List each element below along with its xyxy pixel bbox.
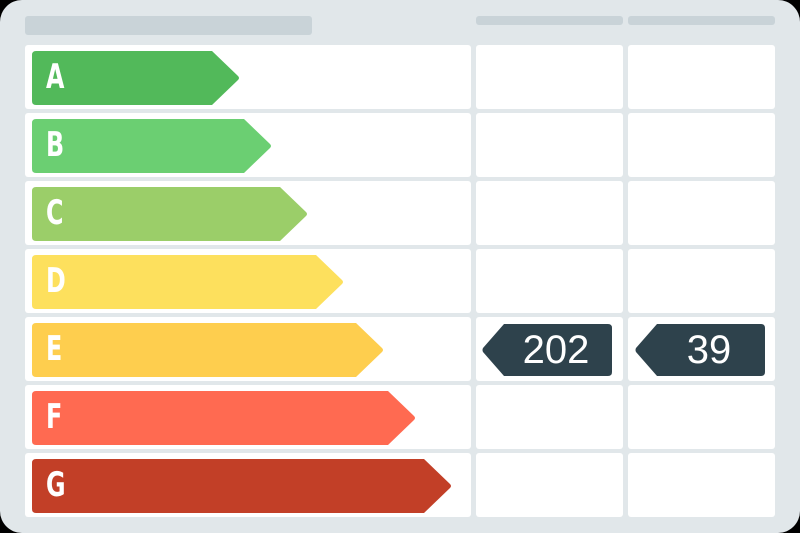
rating-arrow-c: C	[32, 187, 308, 241]
emissions-tag: 39	[635, 324, 765, 376]
emissions-tag-value: 39	[686, 328, 732, 372]
rating-row-cell	[476, 181, 623, 245]
rating-row-cell	[476, 249, 623, 313]
rating-arrow-d: D	[32, 255, 344, 309]
rating-row-cell	[628, 249, 775, 313]
rating-letter: A	[46, 57, 65, 97]
rating-row-cell	[628, 385, 775, 449]
rating-letter: E	[46, 329, 63, 369]
consumption-tag-value: 202	[522, 328, 590, 372]
rating-letter: F	[46, 397, 63, 437]
rating-letter: G	[46, 465, 66, 505]
rating-row-cell	[476, 113, 623, 177]
rating-letter: D	[46, 261, 66, 301]
rating-row-cell	[628, 45, 775, 109]
rating-row-cell	[628, 181, 775, 245]
rating-letter: B	[46, 125, 65, 165]
rating-letter: C	[46, 193, 64, 233]
rating-arrow-e: E	[32, 323, 384, 377]
watermark: habitadia	[336, 250, 451, 280]
rating-row-cell	[628, 453, 775, 517]
rating-arrow-b: B	[32, 119, 272, 173]
rating-row-cell	[476, 453, 623, 517]
column-header-placeholder	[628, 16, 775, 25]
rating-arrow-f: F	[32, 391, 416, 445]
column-header-placeholder	[476, 16, 623, 25]
rating-arrow-g: G	[32, 459, 452, 513]
consumption-tag: 202	[482, 324, 612, 376]
header-placeholder	[25, 16, 312, 35]
rating-row-cell	[628, 113, 775, 177]
rating-arrow-a: A	[32, 51, 240, 105]
rating-row-cell	[476, 385, 623, 449]
rating-row-cell	[476, 45, 623, 109]
